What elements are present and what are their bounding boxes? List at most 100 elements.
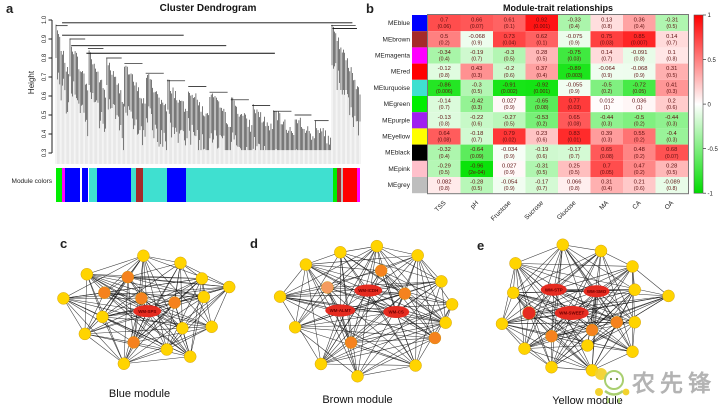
cluster-dendrogram-plot: 0.3 0.4 0.5 0.6 0.7 0.8 0.9 1.0 [42, 15, 361, 164]
svg-text:(0.9): (0.9) [634, 73, 645, 79]
watermark-text: 农先锋 [632, 371, 716, 397]
svg-text:(0.6): (0.6) [471, 121, 482, 127]
network-hub-genes: WM-STP WM-SMO WM-SWEET [540, 283, 610, 320]
svg-text:(0.006): (0.006) [436, 89, 453, 95]
svg-text:(0.03): (0.03) [567, 105, 581, 111]
module-bar-segment-green [56, 168, 63, 202]
svg-text:(0.9): (0.9) [504, 154, 515, 160]
svg-text:0.13: 0.13 [601, 18, 612, 24]
svg-text:(0.4): (0.4) [536, 73, 547, 79]
svg-text:0.85: 0.85 [634, 34, 645, 40]
svg-text:MEred: MEred [391, 69, 411, 76]
module-bar-segment-blue [167, 168, 187, 202]
svg-text:(0.3): (0.3) [666, 138, 677, 144]
svg-text:0.066: 0.066 [567, 180, 582, 186]
svg-text:(0.5): (0.5) [536, 57, 547, 63]
mascot-logo [595, 368, 630, 403]
svg-text:0.48: 0.48 [634, 147, 645, 153]
svg-text:(0.4): (0.4) [634, 24, 645, 30]
svg-text:WM-SWEET: WM-SWEET [559, 311, 584, 316]
svg-text:(0.07): (0.07) [470, 24, 484, 30]
svg-text:0.14: 0.14 [601, 50, 613, 56]
svg-text:(0.05): (0.05) [600, 170, 614, 176]
module-bar-segment-turquoise [186, 168, 334, 202]
svg-text:0.64: 0.64 [439, 131, 451, 137]
svg-text:(0.9): (0.9) [471, 40, 482, 46]
svg-text:(0.05): (0.05) [632, 89, 646, 95]
svg-text:(0.7): (0.7) [439, 105, 450, 111]
svg-text:(0.6): (0.6) [666, 105, 677, 111]
svg-text:0.39: 0.39 [601, 131, 612, 137]
panel-c-letter: c [60, 236, 68, 251]
svg-text:-0.4: -0.4 [667, 131, 678, 137]
module-bar-segment-blue [96, 168, 132, 202]
svg-text:(0.9): (0.9) [504, 186, 515, 192]
svg-text:-0.29: -0.29 [438, 163, 451, 169]
svg-text:(0.2): (0.2) [634, 154, 645, 160]
yellow-module-network: WM-STP WM-SMO WM-SWEET [495, 238, 675, 377]
svg-text:0.7: 0.7 [603, 163, 611, 169]
svg-text:(0.9): (0.9) [569, 40, 580, 46]
svg-text:-1: -1 [708, 191, 714, 197]
svg-text:0.7: 0.7 [440, 18, 448, 24]
svg-text:(0.5): (0.5) [471, 186, 482, 192]
svg-text:-0.91: -0.91 [503, 82, 516, 88]
svg-text:-0.86: -0.86 [438, 82, 451, 88]
svg-text:(0.8): (0.8) [666, 57, 677, 63]
svg-text:(0.04): (0.04) [502, 40, 516, 46]
svg-text:(0.8): (0.8) [569, 186, 580, 192]
svg-text:(0.2): (0.2) [634, 121, 645, 127]
svg-text:(0.6): (0.6) [536, 138, 547, 144]
svg-text:1: 1 [708, 13, 712, 19]
svg-text:-0.089: -0.089 [664, 180, 680, 186]
svg-text:0.25: 0.25 [569, 163, 580, 169]
svg-text:(0.5): (0.5) [439, 170, 450, 176]
svg-text:0.027: 0.027 [502, 163, 517, 169]
svg-text:0.7: 0.7 [42, 72, 48, 81]
brown-module-network: WM-ICDH WM-ALMT WM-CS [273, 239, 459, 383]
svg-text:(1): (1) [636, 105, 643, 111]
svg-text:-0.2: -0.2 [504, 66, 514, 72]
svg-text:0.62: 0.62 [536, 34, 547, 40]
svg-text:TSS: TSS [434, 199, 448, 213]
svg-text:(0.7): (0.7) [666, 40, 677, 46]
svg-text:(0.2): (0.2) [536, 121, 547, 127]
svg-text:0.92: 0.92 [536, 18, 547, 24]
svg-text:(0.4): (0.4) [601, 186, 612, 192]
module-bar-segment-grey [340, 168, 343, 202]
network-nodes [57, 249, 236, 370]
svg-text:0.28: 0.28 [536, 50, 547, 56]
svg-text:-0.068: -0.068 [631, 66, 647, 72]
svg-text:MEyellow: MEyellow [382, 134, 410, 141]
panel-a-letter: a [6, 1, 14, 16]
module-bar-segment-blue [81, 168, 89, 202]
svg-text:(0.01): (0.01) [567, 138, 581, 144]
module-bar-segment-magenta [62, 168, 65, 202]
module-bar-segment-turquoise [143, 168, 168, 202]
watermark: 农先锋 [592, 352, 719, 410]
svg-text:-0.65: -0.65 [535, 99, 548, 105]
svg-text:(0.7): (0.7) [471, 138, 482, 144]
svg-text:-0.068: -0.068 [469, 34, 485, 40]
svg-text:-0.3: -0.3 [472, 82, 482, 88]
svg-text:0.55: 0.55 [634, 131, 645, 137]
network-nodes [495, 238, 675, 377]
svg-text:(0.6): (0.6) [536, 154, 547, 160]
svg-text:0.79: 0.79 [504, 131, 515, 137]
heatmap-cells: 0.7(0.06)0.66(0.07)0.61(0.1)0.92(0.001)-… [428, 15, 688, 194]
svg-text:-0.75: -0.75 [568, 50, 581, 56]
svg-text:0.31: 0.31 [601, 180, 612, 186]
svg-text:0.83: 0.83 [569, 131, 580, 137]
module-bar-segment-blue [64, 168, 80, 202]
svg-text:-0.12: -0.12 [438, 66, 451, 72]
svg-text:-0.22: -0.22 [470, 115, 483, 121]
svg-text:(0.5): (0.5) [536, 170, 547, 176]
heatmap-colorbar: 1 0.5 0 -0.5 -1 [693, 13, 719, 197]
svg-text:(0.08): (0.08) [535, 105, 549, 111]
module-bar-segment-white [88, 168, 90, 202]
svg-text:1.0: 1.0 [42, 15, 48, 24]
module-bar-segment-red [342, 168, 357, 202]
svg-text:0.9: 0.9 [42, 34, 48, 43]
svg-text:0.5: 0.5 [42, 110, 48, 119]
svg-text:-0.13: -0.13 [438, 115, 451, 121]
